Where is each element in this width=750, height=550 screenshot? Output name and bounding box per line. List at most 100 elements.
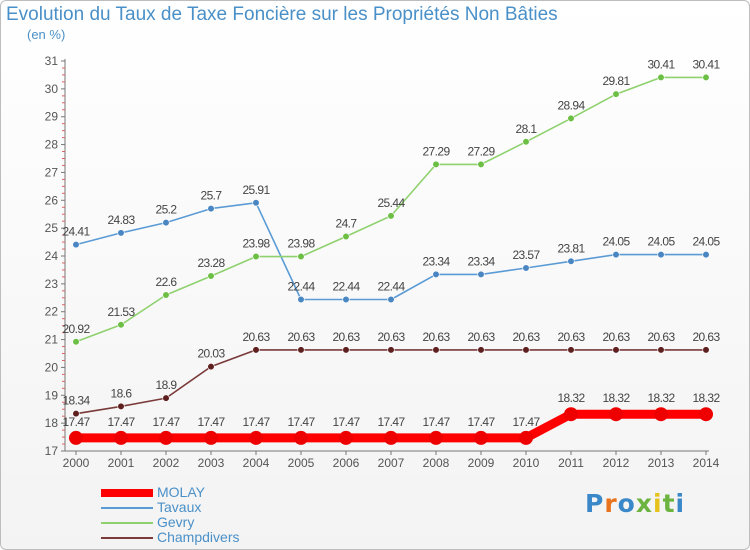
data-point-champdivers <box>477 346 485 354</box>
data-label-tavaux: 23.34 <box>422 254 450 268</box>
data-point-tavaux <box>72 240 80 249</box>
logo-letter: P <box>585 489 605 518</box>
y-tick-label: 29 <box>45 110 59 124</box>
y-tick-label: 25 <box>45 221 59 235</box>
y-tick-label: 31 <box>45 54 59 68</box>
data-label-champdivers: 20.03 <box>197 347 225 361</box>
data-point-tavaux <box>117 229 125 237</box>
data-label-champdivers: 20.63 <box>602 330 630 344</box>
y-tick-label: 30 <box>45 82 59 96</box>
data-label-gevry: 27.29 <box>422 144 450 158</box>
logo-letter: t <box>662 489 676 518</box>
data-point-tavaux <box>342 295 350 304</box>
data-label-tavaux: 24.05 <box>647 235 675 249</box>
data-label-tavaux: 25.2 <box>156 203 178 217</box>
data-label-molay: 17.47 <box>377 415 405 429</box>
data-label-gevry: 23.98 <box>287 237 315 251</box>
x-tick-label: 2001 <box>108 456 135 470</box>
data-point-tavaux <box>162 218 170 227</box>
data-label-tavaux: 22.44 <box>332 279 360 293</box>
data-label-champdivers: 20.63 <box>512 330 540 344</box>
data-label-gevry: 20.92 <box>62 322 90 336</box>
logo-letter: i <box>675 489 686 518</box>
data-label-molay: 17.47 <box>287 415 315 429</box>
data-label-gevry: 23.98 <box>242 237 270 251</box>
data-label-tavaux: 25.7 <box>201 189 223 203</box>
data-label-champdivers: 18.34 <box>62 394 90 408</box>
y-tick-label: 27 <box>45 165 59 179</box>
data-label-tavaux: 24.83 <box>107 213 135 227</box>
data-label-gevry: 23.28 <box>197 256 225 270</box>
data-point-tavaux <box>702 251 710 259</box>
data-point-molay <box>474 430 488 445</box>
x-tick-label: 2010 <box>513 456 540 470</box>
data-label-gevry: 22.6 <box>156 275 178 289</box>
data-point-tavaux <box>387 295 395 304</box>
data-label-molay: 18.32 <box>647 391 675 405</box>
data-point-tavaux <box>522 264 530 272</box>
data-point-gevry <box>432 160 440 168</box>
data-point-gevry <box>702 73 710 82</box>
data-point-molay <box>69 430 83 445</box>
y-tick-label: 23 <box>45 277 59 291</box>
data-point-gevry <box>297 252 305 261</box>
data-point-tavaux <box>297 295 305 304</box>
data-point-tavaux <box>612 251 620 259</box>
data-label-tavaux: 22.44 <box>287 279 315 293</box>
x-tick-label: 2000 <box>63 456 90 470</box>
data-label-molay: 17.47 <box>467 415 495 429</box>
y-tick-label: 20 <box>45 360 59 374</box>
legend-swatch <box>101 536 153 539</box>
data-label-molay: 18.32 <box>692 391 720 405</box>
data-point-gevry <box>207 272 215 280</box>
data-point-champdivers <box>612 346 620 354</box>
data-label-tavaux: 24.41 <box>62 225 90 239</box>
data-label-tavaux: 23.34 <box>467 254 495 268</box>
data-point-molay <box>159 430 173 445</box>
data-label-champdivers: 20.63 <box>287 330 315 344</box>
data-point-molay <box>249 430 263 445</box>
data-point-molay <box>429 430 443 445</box>
data-point-gevry <box>477 160 485 168</box>
y-tick-label: 28 <box>45 138 59 152</box>
data-point-tavaux <box>657 251 665 259</box>
y-tick-label: 26 <box>45 193 59 207</box>
legend-swatch <box>101 488 153 497</box>
data-point-molay <box>654 407 668 422</box>
data-point-champdivers <box>162 394 170 402</box>
data-point-tavaux <box>567 257 575 265</box>
data-label-tavaux: 24.05 <box>602 235 630 249</box>
x-tick-label: 2005 <box>288 456 315 470</box>
data-point-molay <box>339 430 353 445</box>
data-label-champdivers: 20.63 <box>692 330 720 344</box>
data-label-gevry: 30.41 <box>647 57 675 71</box>
chart-title: Evolution du Taux de Taxe Foncière sur l… <box>6 4 558 25</box>
data-point-champdivers <box>567 346 575 354</box>
y-tick-label: 21 <box>45 333 59 347</box>
data-label-molay: 17.47 <box>152 415 180 429</box>
data-label-gevry: 25.44 <box>377 196 405 210</box>
data-label-gevry: 28.1 <box>516 122 538 136</box>
data-label-champdivers: 20.63 <box>242 330 270 344</box>
data-label-gevry: 29.81 <box>602 74 630 88</box>
data-point-molay <box>294 430 308 445</box>
data-point-gevry <box>612 90 620 98</box>
data-point-champdivers <box>207 362 215 371</box>
data-point-molay <box>519 430 533 445</box>
data-label-tavaux: 22.44 <box>377 279 405 293</box>
data-point-molay <box>204 430 218 445</box>
data-label-champdivers: 20.63 <box>557 330 585 344</box>
x-tick-label: 2004 <box>243 456 270 470</box>
x-tick-label: 2002 <box>153 456 180 470</box>
data-label-gevry: 28.94 <box>557 98 585 112</box>
logo-letter: x <box>635 489 653 518</box>
data-label-tavaux: 24.05 <box>692 235 720 249</box>
y-tick-label: 18 <box>45 416 59 430</box>
data-label-tavaux: 25.91 <box>242 183 270 197</box>
data-point-tavaux <box>252 199 260 207</box>
data-point-champdivers <box>252 346 260 354</box>
data-point-molay <box>699 407 713 422</box>
data-label-tavaux: 23.81 <box>557 241 585 255</box>
logo-letter: o <box>617 489 636 518</box>
